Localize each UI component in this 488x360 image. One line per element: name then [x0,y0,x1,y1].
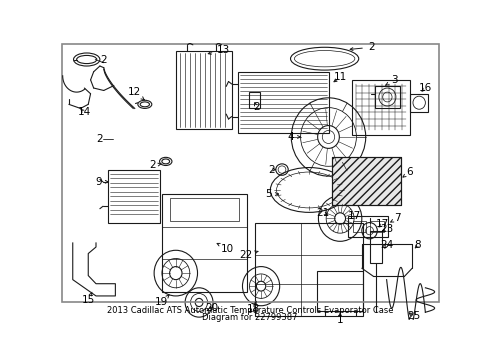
Text: 25: 25 [407,311,420,321]
Text: 23: 23 [379,224,392,234]
Text: 14: 14 [78,108,91,117]
Text: 4: 4 [286,132,300,142]
Text: 17: 17 [347,211,360,221]
Text: 12: 12 [128,87,144,100]
Text: Diagram for 22799387: Diagram for 22799387 [202,312,297,321]
Text: 9: 9 [95,177,108,187]
Text: 5: 5 [265,189,278,199]
Text: 2: 2 [253,102,259,112]
Text: 8: 8 [413,240,420,251]
Text: 2013 Cadillac ATS Automatic Temperature Controls Evaporator Case: 2013 Cadillac ATS Automatic Temperature … [107,306,393,315]
Text: 22: 22 [239,250,257,260]
Text: 20: 20 [205,303,218,313]
Text: 19: 19 [155,294,169,307]
Bar [332,157,400,204]
Text: 24: 24 [379,240,392,251]
Text: 16: 16 [418,83,431,93]
Bar [248,92,259,108]
Text: 2: 2 [100,54,107,64]
Text: 21: 21 [316,208,329,218]
Bar [352,221,366,232]
Bar [369,221,383,232]
Bar [169,198,239,221]
Text: 10: 10 [217,243,234,254]
Bar [374,86,399,108]
Bar [237,72,328,133]
Text: 7: 7 [390,213,400,224]
Text: 2: 2 [349,42,374,52]
Bar [332,157,400,204]
Text: 2: 2 [149,161,161,171]
Text: 17: 17 [375,219,388,229]
Text: 2: 2 [96,134,103,144]
Text: 15: 15 [81,292,95,305]
Bar [162,194,246,292]
Text: 3: 3 [385,75,397,85]
Text: 18: 18 [246,301,260,314]
Bar [254,222,363,316]
Bar [347,216,387,237]
Text: 2: 2 [268,165,275,175]
Text: 6: 6 [402,167,412,177]
Bar [351,80,409,135]
Text: 13: 13 [208,45,230,55]
Bar [176,51,231,129]
Bar [369,231,381,263]
Text: 1: 1 [336,312,343,325]
Text: 11: 11 [333,72,346,82]
Bar [316,271,363,311]
Bar [107,170,160,222]
Bar [409,94,427,112]
